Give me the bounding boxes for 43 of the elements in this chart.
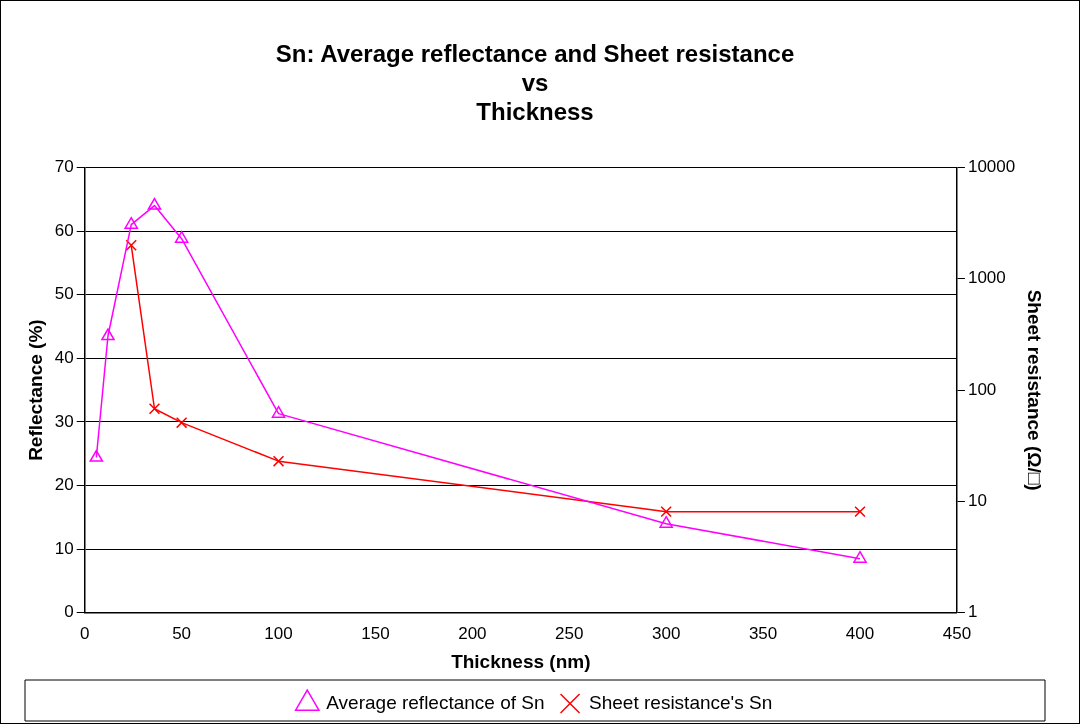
y2-tick-label: 10 [967, 491, 987, 511]
x-tick-label: 400 [845, 623, 875, 643]
point [147, 197, 162, 210]
legend-label: Sheet resistance's Sn [589, 691, 773, 713]
y-tick-label: 0 [64, 602, 74, 622]
y2-tick-label: 100 [967, 379, 997, 399]
point [271, 405, 286, 418]
point [272, 455, 285, 467]
x-tick-label: 300 [652, 623, 681, 643]
y-tick-label: 70 [54, 157, 74, 177]
y-tick-label: 30 [54, 411, 74, 431]
x-axis-title: Thickness (nm) [451, 650, 591, 672]
x-tick-label: 200 [458, 623, 487, 643]
y2-tick-label: 10000 [967, 157, 1016, 177]
point [660, 505, 672, 518]
point [854, 505, 866, 518]
y2-tick-label: 1 [967, 602, 978, 622]
x-tick-label: 150 [361, 623, 390, 643]
y-tick-label: 50 [54, 284, 74, 304]
y-axis-title: Reflectance (%) [24, 319, 46, 461]
y2-tick-label: 1000 [967, 268, 1006, 288]
y-tick-label: 20 [54, 475, 74, 495]
y-tick-label: 10 [54, 538, 74, 558]
chart-title: Sn: Average reflectance and Sheet resistance vs Thickness [275, 40, 795, 125]
point [659, 515, 673, 528]
y-tick-label: 40 [54, 347, 74, 367]
point [125, 239, 137, 251]
legend-label: Average reflectance of Sn [326, 691, 545, 713]
y2-axis-title: Sheet resistance (Ω/□) [1024, 289, 1046, 491]
point [101, 328, 115, 341]
x-tick-label: 100 [264, 623, 293, 643]
x-tick-label: 50 [172, 623, 192, 643]
point [174, 230, 189, 243]
point [175, 416, 188, 429]
y-tick-label: 60 [54, 220, 74, 240]
point [853, 550, 867, 563]
x-tick-label: 0 [79, 623, 90, 643]
point [148, 403, 161, 415]
x-tick-label: 350 [748, 623, 778, 643]
x-tick-label: 250 [555, 623, 584, 643]
point [124, 216, 139, 229]
point [89, 449, 104, 462]
x-tick-label: 450 [942, 623, 972, 643]
